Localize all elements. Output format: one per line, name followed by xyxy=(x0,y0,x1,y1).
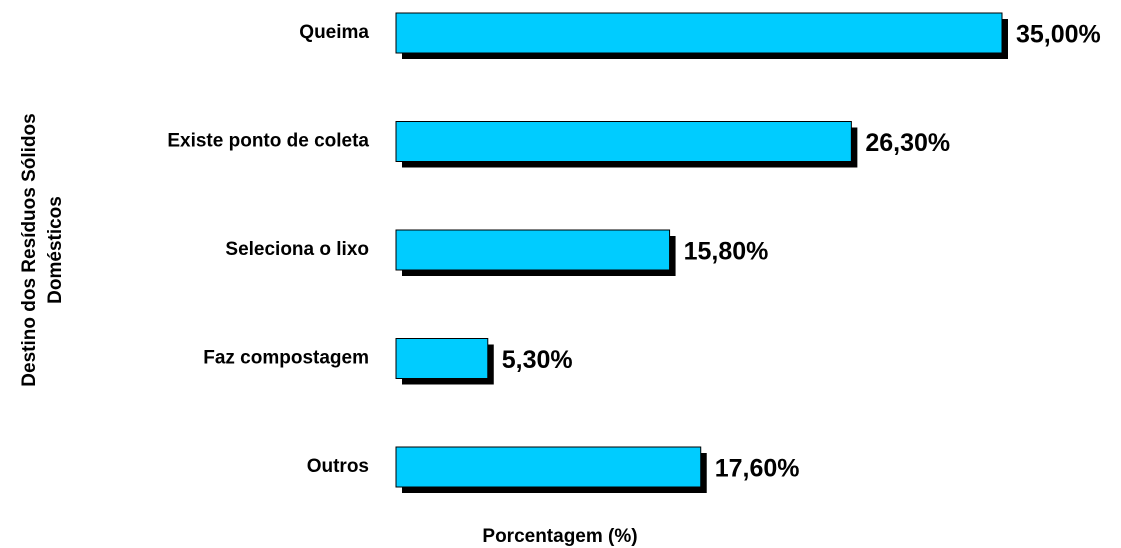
bar xyxy=(395,446,702,488)
value-label: 17,60% xyxy=(715,455,800,483)
bar xyxy=(395,121,852,162)
category-label: Queima xyxy=(299,22,369,43)
value-label: 26,30% xyxy=(865,129,950,157)
value-label: 15,80% xyxy=(684,238,769,266)
y-axis-label: Domésticos xyxy=(45,196,66,304)
value-label: 5,30% xyxy=(502,346,573,374)
value-label: 35,00% xyxy=(1016,21,1101,49)
category-label: Seleciona o lixo xyxy=(225,239,369,260)
category-label: Outros xyxy=(307,456,369,477)
y-axis-label: Destino dos Resíduos Sólidos xyxy=(19,113,40,386)
bar xyxy=(395,338,489,379)
x-axis-label: Porcentagem (%) xyxy=(482,526,637,547)
category-label: Existe ponto de coleta xyxy=(167,131,369,152)
bar xyxy=(395,12,1003,54)
category-label: Faz compostagem xyxy=(203,348,369,369)
bar xyxy=(395,229,671,271)
